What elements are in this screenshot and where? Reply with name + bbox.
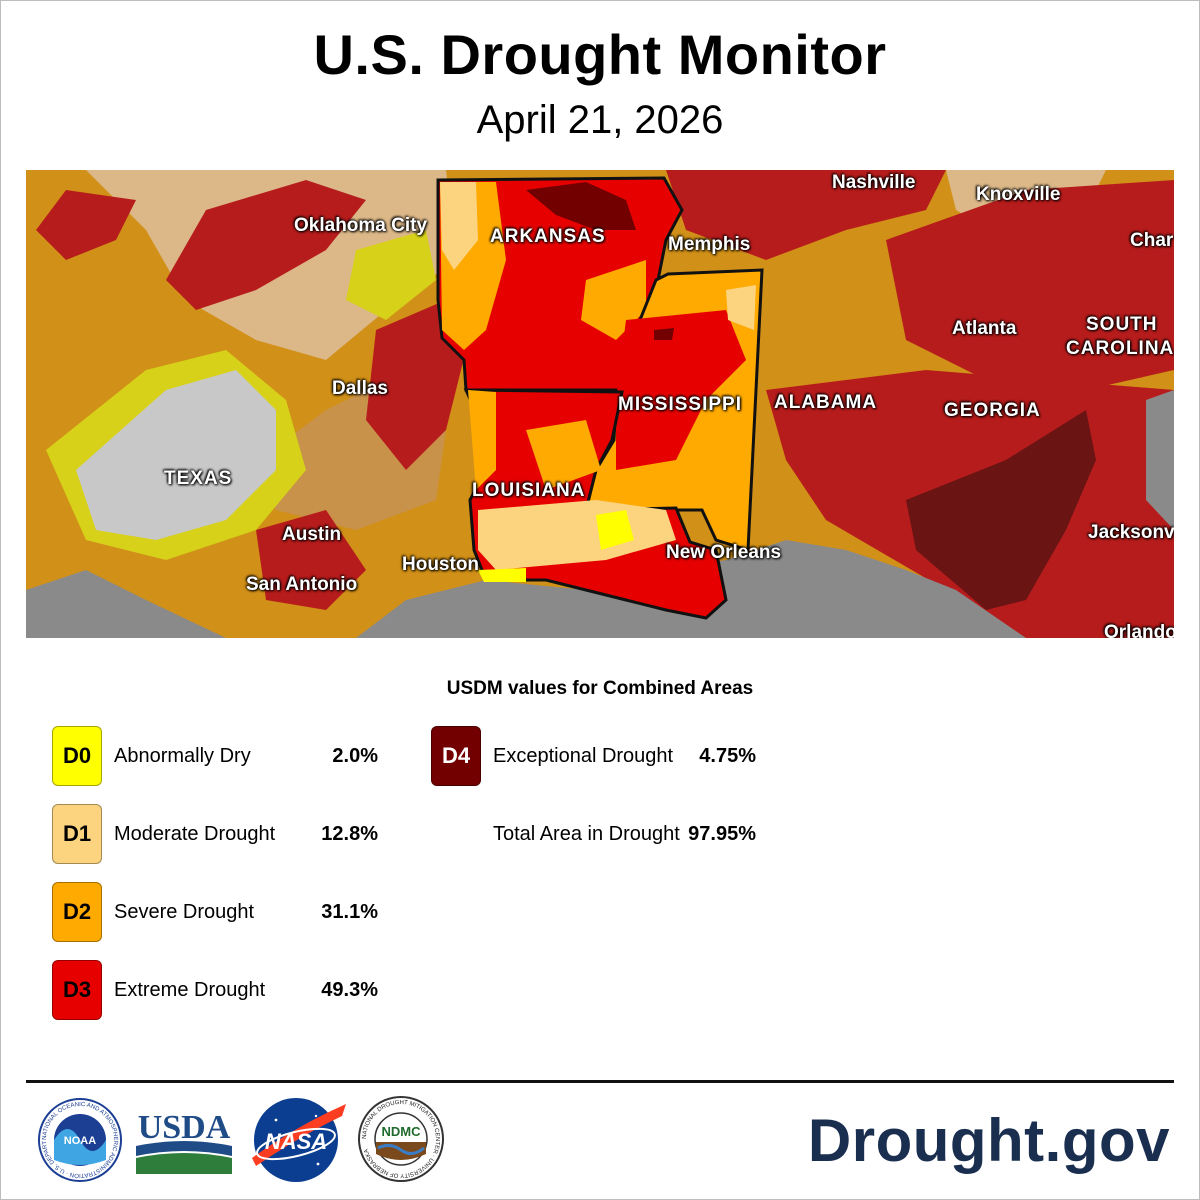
no-drought-region-tx xyxy=(76,370,276,540)
d3-region-tn xyxy=(666,170,946,260)
usda-logo-text: USDA xyxy=(138,1109,231,1146)
state-label-mississippi: MISSISSIPPI xyxy=(618,394,742,415)
city-label-atlanta: Atlanta xyxy=(952,318,1017,339)
legend-label-d3: Extreme Drought xyxy=(114,979,266,1001)
drought-gov-link[interactable]: Drought.gov xyxy=(807,1107,1170,1174)
city-label-charlotte: Char xyxy=(1130,230,1174,251)
d3-region-east xyxy=(886,180,1174,390)
city-label-orlando: Orlando xyxy=(1104,622,1174,638)
usda-logo: USDA xyxy=(136,1109,232,1174)
state-label-arkansas: ARKANSAS xyxy=(490,226,606,247)
legend-value-d1: 12.8% xyxy=(321,823,378,845)
d3-region-tx-east xyxy=(366,300,466,470)
atlantic-water xyxy=(1146,390,1174,530)
legend-label-d4: Exceptional Drought xyxy=(493,745,674,767)
legend-label-d1: Moderate Drought xyxy=(114,823,276,845)
mississippi-d4 xyxy=(654,328,674,340)
mississippi-d1 xyxy=(726,285,756,330)
legend-swatch-d2: D2 xyxy=(52,882,102,942)
legend-value-d0: 2.0% xyxy=(332,745,378,767)
d3-region-okla xyxy=(166,180,366,310)
louisiana-d0-sw xyxy=(478,568,526,582)
legend-label-d0: Abnormally Dry xyxy=(114,745,251,767)
city-label-houston: Houston xyxy=(402,554,480,575)
city-label-san-antonio: San Antonio xyxy=(246,574,358,595)
city-label-knoxville: Knoxville xyxy=(976,184,1061,205)
nasa-logo: NASA xyxy=(252,1098,346,1182)
legend-swatch-d3: D3 xyxy=(52,960,102,1020)
drought-map: Nashville Knoxville Oklahoma City Memphi… xyxy=(26,170,1174,638)
louisiana-d2-north xyxy=(468,390,496,490)
city-label-jacksonville: Jacksonv xyxy=(1088,522,1174,543)
arkansas-d1-west xyxy=(440,182,478,270)
noaa-logo-text: NOAA xyxy=(64,1135,96,1147)
city-label-memphis: Memphis xyxy=(668,234,751,255)
louisiana-d2-center xyxy=(526,420,601,490)
legend-value-d3: 49.3% xyxy=(321,979,378,1001)
legend-swatch-d4: D4 xyxy=(431,726,481,786)
city-label-austin: Austin xyxy=(282,524,342,545)
legend-label-d2: Severe Drought xyxy=(114,901,255,923)
city-label-nashville: Nashville xyxy=(832,172,916,193)
legend-value-d2: 31.1% xyxy=(321,901,378,923)
city-label-new-orleans: New Orleans xyxy=(666,542,782,563)
footer-divider xyxy=(26,1080,1174,1083)
d0-region-ok xyxy=(346,230,436,320)
d3-region-tx-north xyxy=(36,190,136,260)
mississippi-d3 xyxy=(616,310,746,470)
arkansas-d4 xyxy=(526,182,636,230)
ndmc-logo-text: NDMC xyxy=(382,1124,422,1139)
page-title: U.S. Drought Monitor xyxy=(313,23,887,86)
ndmc-logo: NATIONAL DROUGHT MITIGATION CENTER · UNI… xyxy=(358,1096,444,1182)
gulf-water xyxy=(26,570,226,638)
state-label-south-carolina-line1: SOUTH xyxy=(1086,314,1158,335)
city-label-oklahoma-city: Oklahoma City xyxy=(294,215,428,236)
state-label-alabama: ALABAMA xyxy=(774,392,878,413)
map-date: April 21, 2026 xyxy=(476,98,724,142)
legend-swatch-d1: D1 xyxy=(52,804,102,864)
legend-heading: USDM values for Combined Areas xyxy=(446,678,754,699)
legend-swatch-d0: D0 xyxy=(52,726,102,786)
state-label-texas: TEXAS xyxy=(164,468,233,489)
noaa-logo: NATIONAL OCEANIC AND ATMOSPHERIC ADMINIS… xyxy=(38,1098,122,1182)
state-label-georgia: GEORGIA xyxy=(944,400,1041,421)
legend-value-d4: 4.75% xyxy=(699,745,756,767)
total-drought-value: 97.95% xyxy=(688,823,756,845)
state-label-south-carolina-line2: CAROLINA xyxy=(1066,338,1174,359)
total-drought-label: Total Area in Drought xyxy=(493,823,680,845)
nasa-logo-text: NASA xyxy=(265,1129,327,1154)
louisiana-d0 xyxy=(596,510,634,550)
d3-region-tx-south xyxy=(256,510,366,610)
state-label-louisiana: LOUISIANA xyxy=(472,480,586,501)
city-label-dallas: Dallas xyxy=(332,378,388,399)
drought-map-canvas xyxy=(26,170,1174,638)
d4-region-ga xyxy=(906,410,1096,610)
